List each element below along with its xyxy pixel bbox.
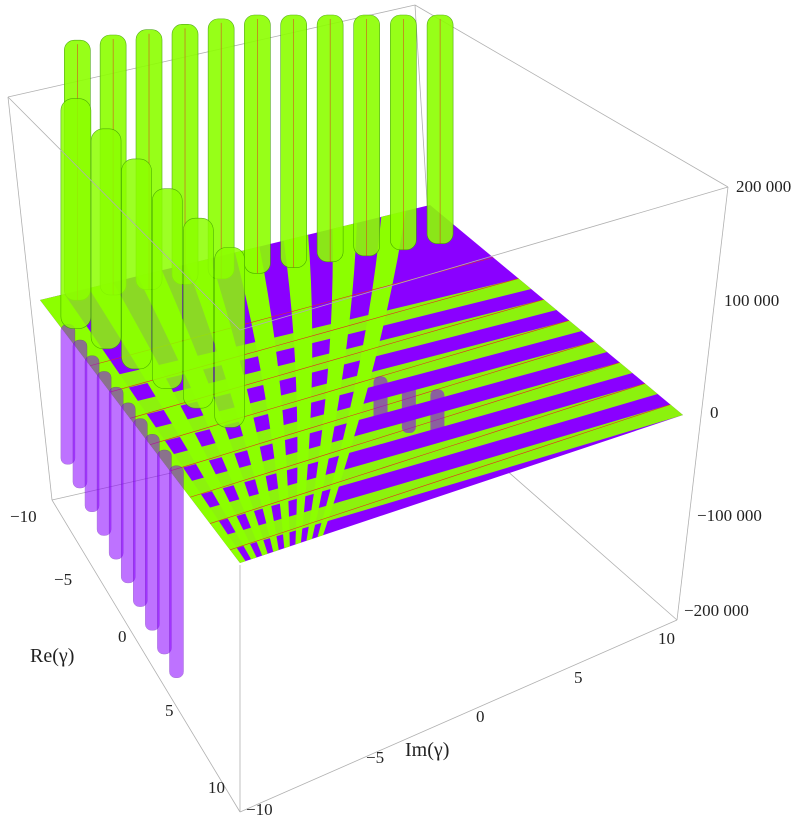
plane-band [306, 222, 357, 541]
z-tick-neg200000: −200 000 [684, 601, 749, 620]
box-edge [239, 186, 729, 331]
plane-band [200, 383, 658, 524]
pole-down [169, 465, 184, 678]
re-tick-neg5: −5 [54, 570, 72, 589]
bounding-box-front [7, 96, 729, 813]
pole-up [60, 98, 92, 329]
z-tick-0: 0 [710, 403, 719, 422]
plane-band [220, 404, 683, 550]
pole-up [121, 158, 152, 370]
box-edge [7, 96, 241, 331]
box-edge-back [414, 4, 729, 188]
re-tick-10: 10 [208, 778, 225, 797]
surface-poles [60, 14, 454, 678]
box-edge [239, 619, 678, 813]
plane-band [235, 246, 290, 549]
pole-down [373, 376, 388, 427]
box-edge [676, 186, 729, 621]
z-tick-100000: 100 000 [724, 291, 779, 310]
plane-band [283, 234, 313, 545]
pole-up [183, 217, 214, 409]
pole-down [430, 389, 445, 440]
im-tick-neg5: −5 [366, 748, 384, 767]
plane-band [317, 210, 406, 538]
im-tick-5: 5 [574, 668, 583, 687]
box-edge [7, 96, 53, 501]
re-axis-label: Re(γ) [30, 645, 74, 667]
im-axis-label: Im(γ) [405, 739, 449, 761]
re-tick-neg10: −10 [10, 507, 37, 526]
z-tick-neg100000: −100 000 [697, 506, 762, 525]
z-tick-200000: 200 000 [736, 177, 791, 196]
pole-down [401, 382, 416, 433]
mesh-line [209, 383, 646, 524]
mesh-line [229, 404, 671, 551]
box-edge [51, 499, 241, 813]
re-tick-5: 5 [165, 701, 174, 720]
im-tick-10: 10 [658, 629, 675, 648]
pole-up [151, 188, 183, 389]
im-tick-0: 0 [476, 707, 485, 726]
im-tick-neg10: −10 [246, 800, 273, 819]
pole-up [214, 247, 245, 428]
pole-up [90, 128, 122, 350]
re-tick-0: 0 [118, 627, 127, 646]
